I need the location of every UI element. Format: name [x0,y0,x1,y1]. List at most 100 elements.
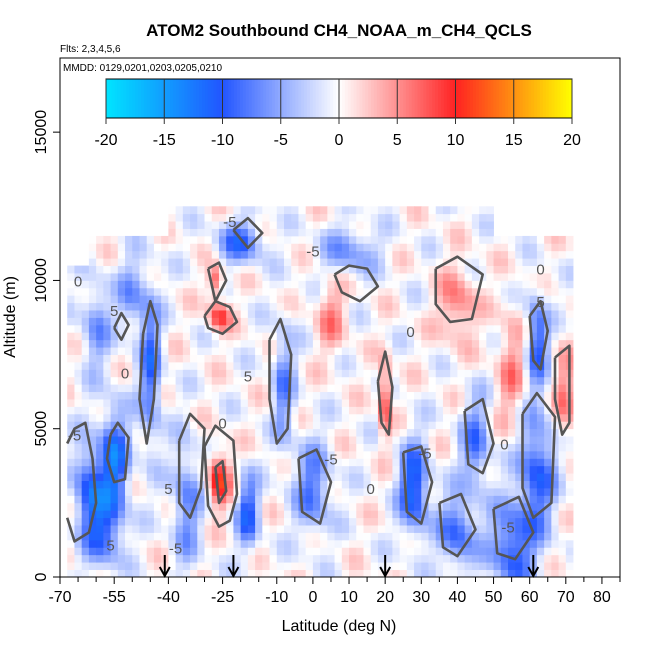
heatmap-cell [421,265,429,274]
heatmap-cell [370,554,379,563]
heatmap-cell [529,525,538,533]
heatmap-cell [565,495,574,504]
heatmap-cell [182,539,191,548]
heatmap-cell [320,361,328,370]
heatmap-cell [464,465,473,474]
heatmap-cell [486,502,494,511]
heatmap-cell [392,510,401,519]
heatmap-cell [508,295,516,304]
heatmap-cell [255,369,263,378]
heatmap-cell [197,532,205,541]
heatmap-cell [500,354,509,363]
heatmap-cell [428,317,437,326]
heatmap-cell [204,465,213,474]
heatmap-cell [457,295,466,304]
heatmap-cell [218,250,227,259]
heatmap-cell [117,473,126,482]
heatmap-cell [197,221,205,229]
heatmap-cell [334,391,343,400]
heatmap-cell [103,302,111,311]
heatmap-cell [500,525,509,533]
heatmap-cell [247,569,256,578]
heatmap-cell [500,376,509,385]
heatmap-cell [211,347,220,355]
heatmap-cell [284,376,292,385]
heatmap-cell [305,250,314,259]
heatmap-cell [536,554,545,563]
heatmap-cell [298,539,307,548]
heatmap-cell [457,532,466,541]
heatmap-cell [204,206,213,215]
heatmap-cell [341,450,350,459]
heatmap-cell [486,562,494,570]
heatmap-cell [312,280,321,289]
heatmap-cell [536,428,545,437]
heatmap-cell [421,310,429,318]
heatmap-cell [544,376,552,385]
heatmap-cell [442,206,451,215]
heatmap-cell [370,376,379,385]
heatmap-cell [464,443,473,452]
heatmap-cell [233,495,242,504]
heatmap-cell [341,258,350,266]
heatmap-cell [125,369,133,378]
heatmap-cell [276,287,285,296]
heatmap-cell [406,502,415,511]
heatmap-cell [110,569,119,578]
heatmap-cell [110,369,119,378]
heatmap-cell [298,465,307,474]
heatmap-cell [399,228,408,237]
heatmap-cell [284,473,292,482]
heatmap-cell [377,287,386,296]
heatmap-cell [399,280,408,289]
heatmap-cell [146,465,155,474]
colorbar-segment [225,79,229,118]
heatmap-cell [377,258,386,266]
heatmap-cell [276,488,285,496]
heatmap-cell [515,235,523,244]
heatmap-cell [168,554,177,563]
heatmap-cell [226,273,234,281]
colorbar-segment [306,79,311,118]
heatmap-cell [247,369,256,378]
heatmap-cell [392,502,401,511]
heatmap-cell [370,458,379,467]
heatmap-cell [370,317,379,326]
heatmap-cell [392,458,401,467]
heatmap-cell [96,539,104,548]
heatmap-cell [269,465,278,474]
heatmap-cell [139,569,148,578]
heatmap-cell [457,280,466,289]
heatmap-cell [457,369,466,378]
heatmap-cell [486,317,494,326]
heatmap-cell [377,465,386,474]
heatmap-cell [240,317,249,326]
heatmap-cell [190,354,198,363]
heatmap-cell [529,458,538,467]
heatmap-cell [125,406,133,415]
heatmap-cell [493,243,502,252]
heatmap-cell [558,517,567,526]
heatmap-cell [435,547,444,556]
heatmap-cell [435,458,444,467]
heatmap-cell [500,569,509,578]
heatmap-cell [500,295,509,304]
heatmap-cell [276,399,285,407]
heatmap-cell [500,532,509,541]
heatmap-cell [435,384,444,393]
heatmap-cell [349,569,357,578]
heatmap-cell [421,354,429,363]
heatmap-cell [356,332,364,341]
heatmap-cell [341,243,350,252]
heatmap-cell [392,562,401,570]
heatmap-cell [182,250,191,259]
heatmap-cell [168,258,177,266]
heatmap-cell [291,502,299,511]
heatmap-cell [464,287,473,296]
heatmap-cell [305,569,314,578]
heatmap-cell [363,273,372,281]
heatmap-cell [500,280,509,289]
heatmap-cell [486,354,494,363]
heatmap-cell [298,517,307,526]
heatmap-cell [370,384,379,393]
